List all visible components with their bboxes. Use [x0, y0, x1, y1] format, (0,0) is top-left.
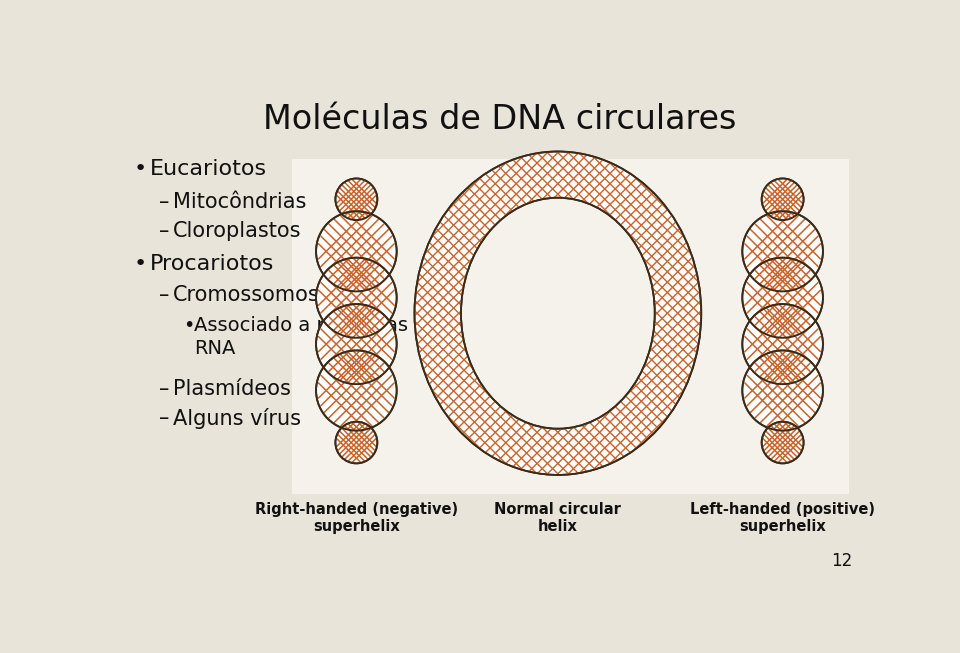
Text: –: –	[158, 285, 169, 305]
Text: Left-handed (positive)
superhelix: Left-handed (positive) superhelix	[690, 502, 876, 534]
Text: Procariotos: Procariotos	[150, 254, 274, 274]
Text: Mitocôndrias: Mitocôndrias	[173, 193, 306, 212]
Circle shape	[742, 258, 823, 338]
Text: –: –	[158, 408, 169, 428]
Text: •: •	[183, 315, 195, 334]
Circle shape	[316, 212, 396, 291]
Circle shape	[761, 178, 804, 220]
Text: Right-handed (negative)
superhelix: Right-handed (negative) superhelix	[254, 502, 458, 534]
Circle shape	[316, 258, 396, 338]
Text: –: –	[158, 193, 169, 212]
Circle shape	[316, 304, 396, 384]
Text: RNA: RNA	[194, 339, 235, 358]
Text: 12: 12	[831, 552, 852, 569]
Text: •: •	[134, 159, 147, 179]
Text: –: –	[158, 379, 169, 399]
Circle shape	[761, 422, 804, 464]
Circle shape	[316, 351, 396, 430]
Circle shape	[742, 304, 823, 384]
Circle shape	[742, 212, 823, 291]
Circle shape	[335, 422, 377, 464]
Circle shape	[742, 351, 823, 430]
Text: Plasmídeos: Plasmídeos	[173, 379, 291, 399]
Text: Cloroplastos: Cloroplastos	[173, 221, 301, 241]
Text: Alguns vírus: Alguns vírus	[173, 408, 300, 429]
Ellipse shape	[461, 198, 655, 429]
Ellipse shape	[415, 151, 701, 475]
Circle shape	[335, 178, 377, 220]
Text: •: •	[134, 254, 147, 274]
Text: Moléculas de DNA circulares: Moléculas de DNA circulares	[263, 103, 736, 136]
Text: Associado a proteínas e: Associado a proteínas e	[194, 315, 426, 335]
Text: Normal circular
helix: Normal circular helix	[494, 502, 621, 534]
Text: –: –	[158, 221, 169, 241]
Text: Eucariotos: Eucariotos	[150, 159, 267, 179]
Text: Cromossomos: Cromossomos	[173, 285, 320, 305]
Bar	[292, 159, 849, 494]
